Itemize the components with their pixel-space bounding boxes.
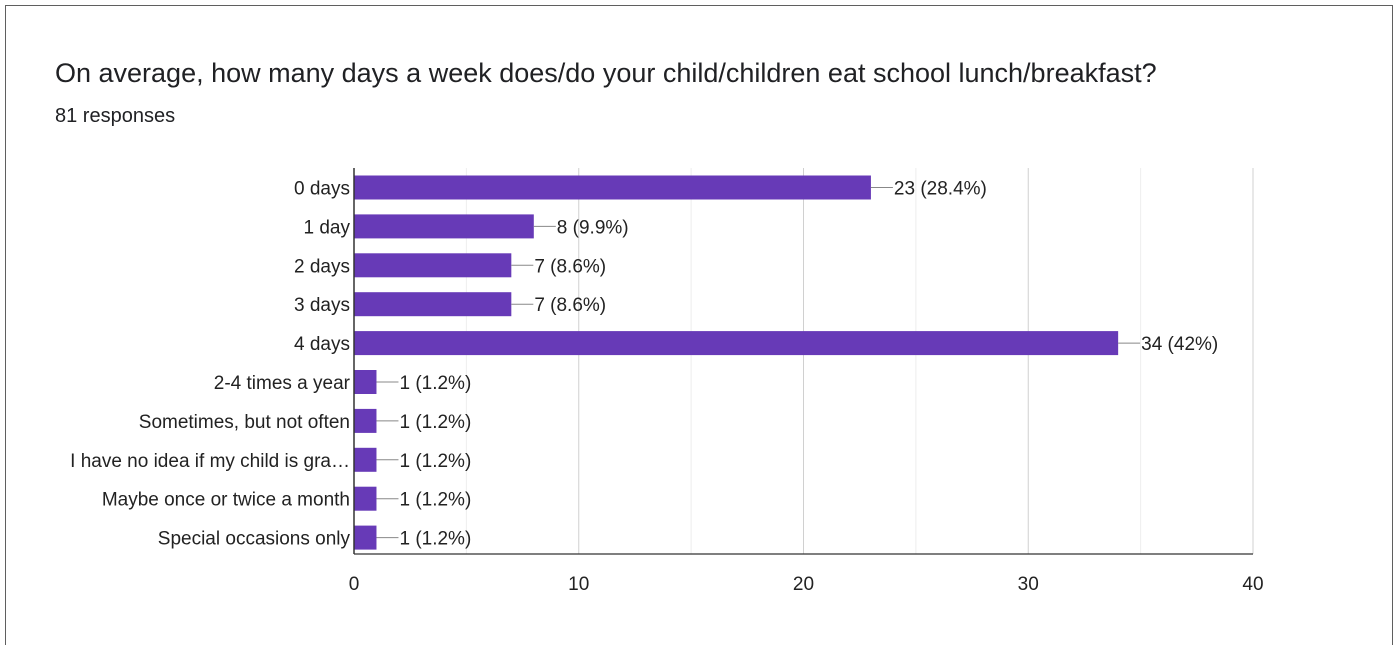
bar [354,175,871,200]
bars-layer [354,175,1119,550]
data-label: 34 (42%) [1141,334,1218,355]
axis-layer [353,168,1253,555]
x-tick-label: 10 [568,574,589,595]
data-label: 1 (1.2%) [399,490,471,511]
x-tick-label: 40 [1242,574,1263,595]
category-label: Special occasions only [158,529,351,550]
bar [354,370,377,394]
grid-layer [465,168,1254,554]
data-label: 1 (1.2%) [399,412,471,433]
x-tick-label: 0 [349,574,360,595]
bar [354,486,377,511]
category-label: 1 day [304,217,351,238]
data-label: 23 (28.4%) [894,179,987,200]
bar [354,253,512,278]
bar [354,525,377,550]
category-label: 2 days [294,256,350,277]
x-tick-label: 20 [793,574,814,595]
category-label: Maybe once or twice a month [102,490,350,511]
category-label: 3 days [294,295,350,316]
bar [354,214,534,239]
category-label: I have no idea if my child is gra… [70,451,350,472]
category-label: Sometimes, but not often [139,412,350,433]
data-label: 8 (9.9%) [557,217,629,238]
data-label: 7 (8.6%) [534,295,606,316]
data-label: 1 (1.2%) [399,451,471,472]
chart-card: On average, how many days a week does/do… [5,5,1393,645]
category-label: 0 days [294,179,350,200]
bar [354,292,512,317]
bar-chart: 0 10 20 30 40 0 days 23 (28.4%) 1 day 8 (9.9%) 2 … [70,168,1264,596]
category-label: 4 days [294,334,350,355]
bar [354,447,377,472]
data-label: 7 (8.6%) [534,256,606,277]
chart-title: On average, how many days a week does/do… [55,58,1157,88]
data-label: 1 (1.2%) [399,529,471,550]
category-label: 2-4 times a year [214,373,351,394]
bar [354,331,1119,356]
x-tick-label: 30 [1018,574,1039,595]
data-label: 1 (1.2%) [399,373,471,394]
response-count: 81 responses [55,105,176,127]
bar [354,408,377,433]
labels-layer: 0 10 20 30 40 0 days 23 (28.4%) 1 day 8 (9.9%) 2 … [70,179,1263,596]
